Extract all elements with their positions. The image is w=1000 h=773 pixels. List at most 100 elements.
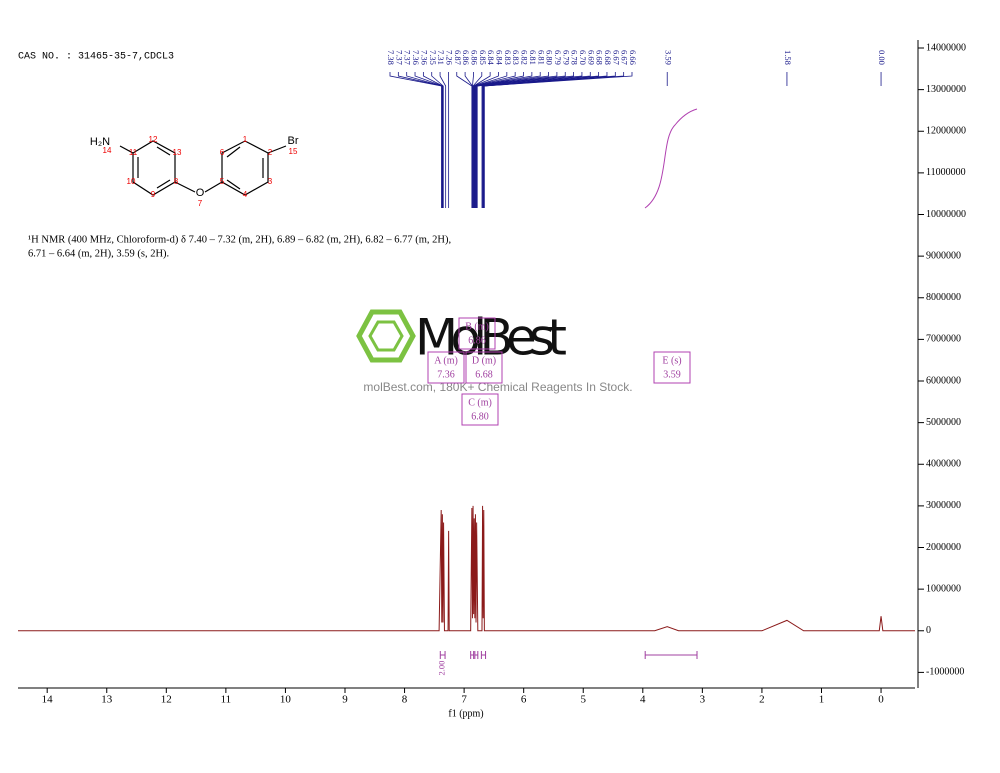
x-tick-label: 10 xyxy=(280,694,292,706)
peak-label: 6.81 xyxy=(536,50,546,65)
peak-label: 7.35 xyxy=(428,50,438,65)
peak-leader xyxy=(406,72,443,208)
atom-label: 3 xyxy=(268,177,273,186)
atom-label: Br xyxy=(288,135,299,147)
integral-curve xyxy=(644,108,698,209)
x-tick-label: 13 xyxy=(101,694,113,706)
atom-label: 6 xyxy=(220,148,225,157)
y-tick-label: 11000000 xyxy=(926,167,966,178)
multiplet-box xyxy=(458,317,496,350)
atom-label: 12 xyxy=(149,135,158,144)
peak-leader xyxy=(456,72,473,208)
y-tick-label: 14000000 xyxy=(926,42,966,53)
multiplet-name: B (m) xyxy=(465,321,489,332)
y-tick-label: 0 xyxy=(926,625,931,636)
peak-leader xyxy=(476,72,574,208)
x-tick-label: 11 xyxy=(221,694,232,706)
atom-label: H₂N xyxy=(90,136,110,148)
atom-label: 2 xyxy=(268,148,273,157)
peak-leader xyxy=(389,72,442,208)
peak-leader xyxy=(476,72,566,208)
x-tick-label: 9 xyxy=(342,694,348,706)
peak-label: 6.78 xyxy=(570,50,580,65)
peak-label: 6.68 xyxy=(603,50,613,65)
multiplet-shift: 6.68 xyxy=(475,369,493,380)
cas-number: CAS NO. : 31465-35-7,CDCL3 xyxy=(18,52,174,63)
peak-label: 6.86 xyxy=(469,50,479,65)
peak-leader xyxy=(473,72,508,208)
y-tick-label: 2000000 xyxy=(926,542,961,553)
peak-label: 7.26 xyxy=(444,50,454,65)
x-tick-label: 14 xyxy=(42,694,54,706)
x-tick-label: 5 xyxy=(580,694,586,706)
peak-label: 7.37 xyxy=(394,50,404,65)
atom-label: O xyxy=(196,187,205,199)
peak-label: 1.58 xyxy=(783,50,793,65)
peak-leader xyxy=(474,72,524,208)
watermark: MolBest molBest.com, 180K+ Chemical Reag… xyxy=(356,309,633,394)
peak-label: 6.66 xyxy=(628,50,638,65)
integral-bracket xyxy=(480,651,487,659)
peak-leader xyxy=(475,72,549,208)
atom-label: 14 xyxy=(103,146,112,155)
y-tick-label: 5000000 xyxy=(926,417,961,428)
peak-label: 7.36 xyxy=(419,50,429,65)
peak-label: 6.67 xyxy=(611,50,621,65)
multiplet-shift: 3.59 xyxy=(663,369,681,380)
peak-label: 6.87 xyxy=(453,50,463,65)
y-tick-label: -1000000 xyxy=(926,667,964,678)
x-tick-label: 7 xyxy=(461,694,467,706)
peak-leader xyxy=(482,72,591,208)
peak-leader xyxy=(397,72,443,208)
peak-label: 7.36 xyxy=(411,50,421,65)
peak-leader xyxy=(431,72,444,208)
peak-label: 6.85 xyxy=(478,50,488,65)
atom-label: 7 xyxy=(198,199,203,208)
integral-bracket xyxy=(439,651,446,659)
atom-label: 15 xyxy=(289,147,298,156)
peak-label: 6.82 xyxy=(520,50,530,65)
atom-label: 5 xyxy=(220,177,225,186)
multiplet-box xyxy=(653,351,691,384)
peak-label: 7.31 xyxy=(436,50,446,65)
peak-leader xyxy=(483,72,633,208)
nmr-description: ¹H NMR (400 MHz, Chloroform-d) δ 7.40 – … xyxy=(28,234,451,245)
peak-label: 0.00 xyxy=(877,50,887,65)
peak-label: 6.81 xyxy=(528,50,538,65)
y-tick-label: 7000000 xyxy=(926,334,961,345)
peak-label: 6.83 xyxy=(511,50,521,65)
peak-leader xyxy=(472,72,483,208)
multiplet-name: E (s) xyxy=(662,355,681,366)
multiplet-shift: 7.36 xyxy=(437,369,455,380)
atom-label: 1 xyxy=(243,135,248,144)
x-axis-label: f1 (ppm) xyxy=(448,708,483,719)
peak-leader xyxy=(439,72,447,208)
nmr-description: 6.71 – 6.64 (m, 2H), 3.59 (s, 2H). xyxy=(28,248,169,259)
peak-leader xyxy=(475,72,541,208)
peak-label: 6.86 xyxy=(461,50,471,65)
peak-leader xyxy=(482,72,608,208)
peak-label: 7.38 xyxy=(386,50,396,65)
peak-label: 6.79 xyxy=(561,50,571,65)
peak-label: 7.37 xyxy=(403,50,413,65)
multiplet-name: A (m) xyxy=(434,355,458,366)
multiplet-name: D (m) xyxy=(472,355,496,366)
y-tick-label: 8000000 xyxy=(926,292,961,303)
peak-leader xyxy=(472,72,474,208)
peak-label: 6.84 xyxy=(495,50,505,66)
x-tick-label: 4 xyxy=(640,694,646,706)
peak-label: 6.69 xyxy=(586,50,596,65)
y-tick-label: 6000000 xyxy=(926,375,961,386)
peak-leader xyxy=(464,72,473,208)
integral-bracket xyxy=(470,651,475,659)
peak-leader xyxy=(473,72,499,208)
atom-label: 11 xyxy=(129,148,138,157)
x-tick-label: 6 xyxy=(521,694,527,706)
peak-label: 6.80 xyxy=(545,50,555,65)
peak-leader xyxy=(483,72,625,208)
peak-label: 6.83 xyxy=(503,50,513,65)
peak-label: 3.59 xyxy=(663,50,673,65)
y-tick-label: 4000000 xyxy=(926,459,961,470)
atom-label: 9 xyxy=(151,190,156,199)
